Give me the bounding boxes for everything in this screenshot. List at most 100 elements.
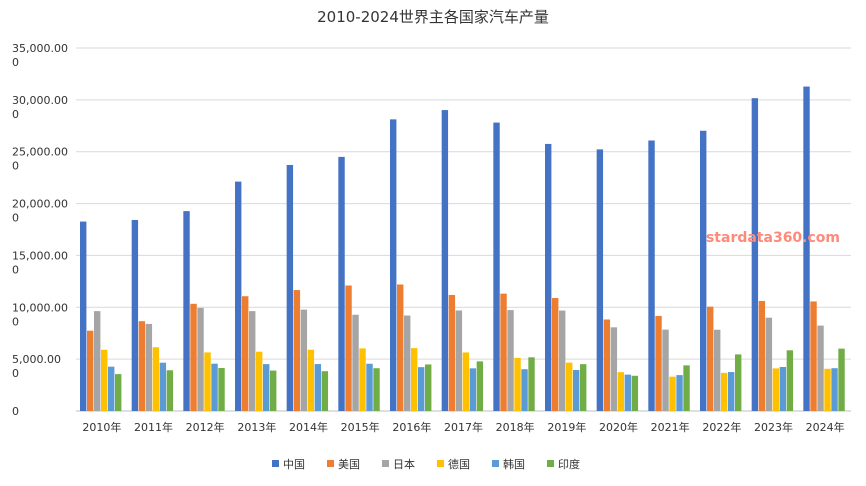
x-tick-label: 2018年 <box>496 420 535 434</box>
bar <box>566 362 573 411</box>
bar <box>345 285 352 411</box>
bar <box>751 98 759 411</box>
bar <box>263 364 270 411</box>
bar <box>735 354 742 411</box>
legend-label: 德国 <box>448 457 470 471</box>
bar <box>152 347 160 411</box>
bar <box>80 221 87 411</box>
bar <box>166 370 174 411</box>
bar <box>552 298 559 411</box>
x-tick-label: 2022年 <box>702 420 741 434</box>
bar <box>115 374 122 411</box>
legend-swatch <box>437 460 444 467</box>
x-tick-label: 2020年 <box>599 420 638 434</box>
y-tick-label: 20,000.00 <box>12 198 68 211</box>
y-axis: 05,000.00010,000.00015,000.00020,000.000… <box>12 42 68 418</box>
bar <box>145 323 153 411</box>
bar <box>610 327 618 411</box>
x-tick-label: 2012年 <box>186 420 225 434</box>
bar <box>596 149 604 411</box>
x-axis: 2010年 2011年 2012年 2013年 2014年 2015年 2016年 2017年… <box>82 420 844 434</box>
bar <box>462 352 470 411</box>
bar <box>455 310 463 411</box>
bar <box>838 348 845 411</box>
x-tick-label: 2023年 <box>754 420 793 434</box>
bar <box>204 352 211 411</box>
bar <box>101 349 108 411</box>
legend-swatch <box>327 460 334 467</box>
y-tick-label: 15,000.00 <box>12 249 68 262</box>
bar <box>286 164 294 411</box>
bar <box>235 181 242 411</box>
bar <box>211 363 218 411</box>
bar <box>218 368 225 411</box>
bar <box>655 315 662 411</box>
y-tick-label: 10,000.00 <box>12 301 68 314</box>
bar <box>824 368 831 411</box>
bar <box>500 293 507 411</box>
bar <box>183 211 190 411</box>
bar <box>786 350 794 411</box>
bar <box>831 368 838 411</box>
bar <box>493 122 500 412</box>
bar <box>373 368 380 411</box>
bar <box>448 294 456 411</box>
bar <box>476 361 484 411</box>
legend-label: 韩国 <box>503 457 525 471</box>
bar <box>404 315 411 411</box>
bars <box>80 86 845 412</box>
y-tick-label: 35,000.00 <box>12 42 68 55</box>
bar <box>321 371 329 411</box>
x-tick-label: 2021年 <box>651 420 690 434</box>
x-tick-label: 2015年 <box>341 420 380 434</box>
y-tick-label-wrap: 0 <box>12 56 19 69</box>
bar <box>338 156 345 411</box>
legend-label: 印度 <box>558 457 580 471</box>
bar <box>714 329 721 411</box>
bar <box>772 368 780 411</box>
bar <box>803 86 810 411</box>
bar <box>131 219 139 411</box>
bar <box>359 348 366 411</box>
watermark-text: stardata360.com <box>706 230 840 246</box>
bar <box>779 366 787 411</box>
bar <box>242 296 249 411</box>
bar <box>617 372 625 411</box>
bar <box>669 376 676 411</box>
legend-label: 中国 <box>283 458 305 471</box>
bar <box>707 306 714 411</box>
bar <box>425 364 432 411</box>
bar <box>397 284 404 411</box>
bar <box>441 110 449 411</box>
bar <box>418 367 425 411</box>
bar <box>94 311 101 411</box>
bar <box>270 370 277 411</box>
bar <box>676 375 683 411</box>
bar <box>603 319 611 411</box>
bar <box>514 357 521 411</box>
y-tick-label-wrap: 0 <box>12 108 19 121</box>
bar <box>810 301 817 411</box>
y-tick-label-wrap: 0 <box>12 160 19 173</box>
bar <box>521 369 528 411</box>
bar <box>108 366 115 411</box>
x-tick-label: 2014年 <box>289 420 328 434</box>
y-tick-label: 25,000.00 <box>12 146 68 159</box>
x-tick-label: 2019年 <box>547 420 586 434</box>
bar <box>293 290 301 411</box>
bar <box>728 372 735 411</box>
bar <box>683 365 690 411</box>
bar <box>390 119 397 412</box>
bar <box>721 372 728 411</box>
legend: 中国 美国 日本 德国 韩国 印度 <box>272 457 580 471</box>
chart-title: 2010-2024世界主各国家汽车产量 <box>317 8 549 26</box>
bar <box>190 303 197 411</box>
bar <box>765 317 773 411</box>
bar <box>411 348 418 411</box>
bar <box>573 370 580 411</box>
bar <box>624 374 632 411</box>
y-tick-label-wrap: 0 <box>12 263 19 276</box>
x-tick-label: 2011年 <box>134 420 173 434</box>
bar <box>648 140 655 411</box>
